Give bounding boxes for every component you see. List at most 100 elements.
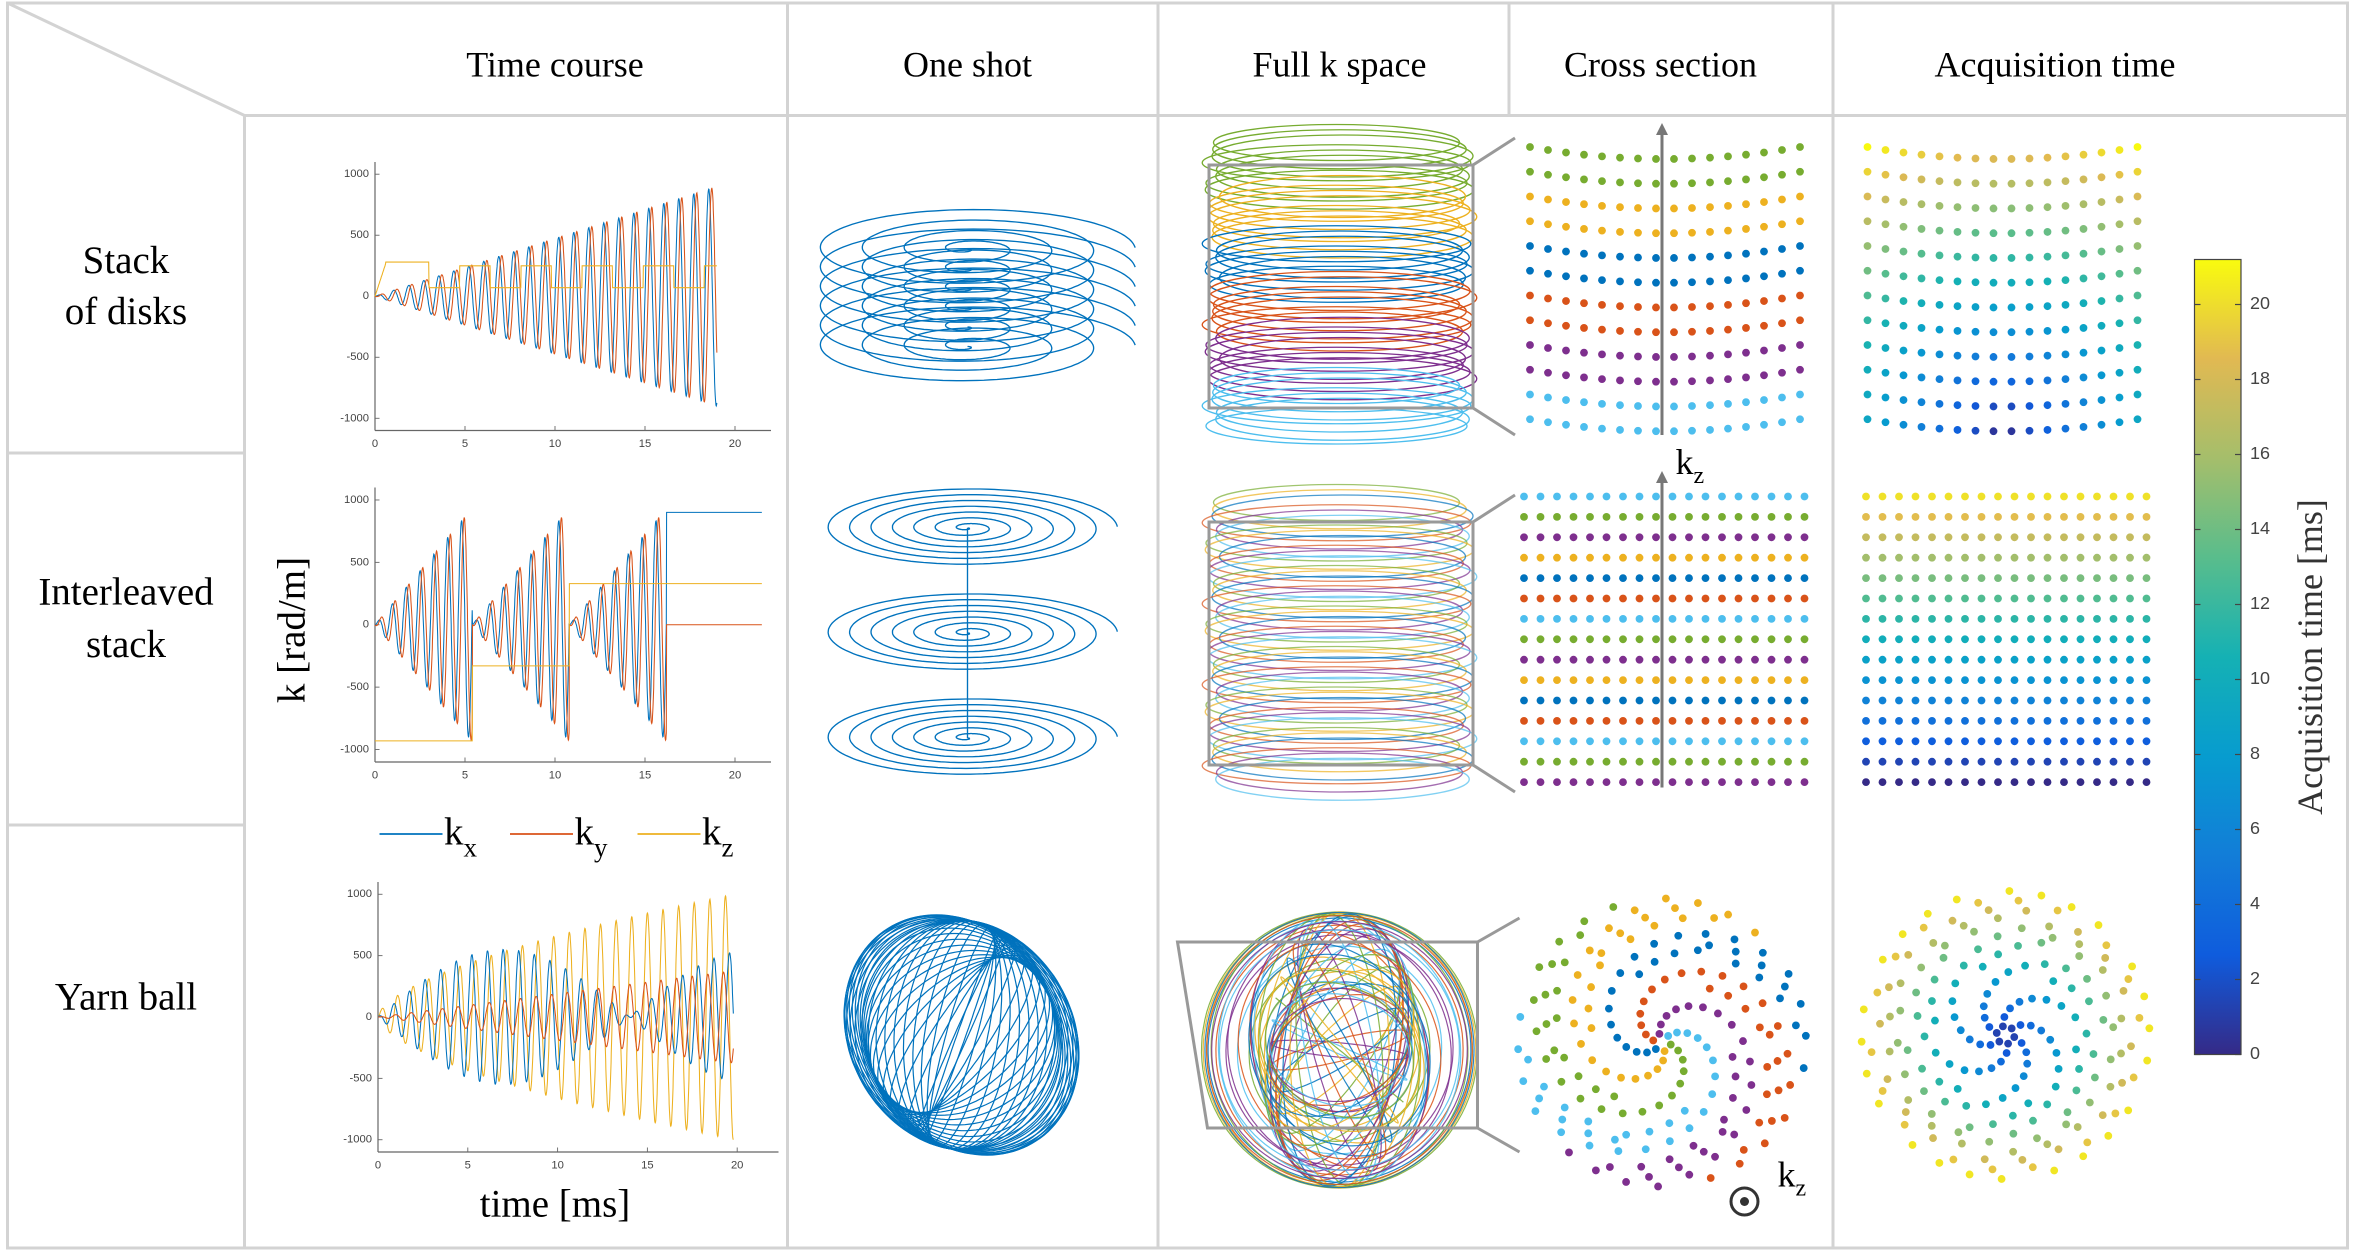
sample-dot <box>1783 1049 1792 1058</box>
y-tick-label: 500 <box>350 556 369 568</box>
sample-dot <box>1734 574 1743 583</box>
sample-dot <box>1917 249 1926 258</box>
sample-dot <box>1616 252 1624 261</box>
sample-dot <box>1994 716 2002 725</box>
sample-dot <box>2007 303 2016 312</box>
sample-dot <box>1536 594 1545 603</box>
sample-dot <box>1931 1048 1940 1057</box>
sample-dot <box>1580 423 1588 431</box>
sample-dot <box>1767 1117 1776 1125</box>
sample-dot <box>1961 553 1969 562</box>
sample-dot <box>1734 676 1743 684</box>
sample-dot <box>1878 716 1887 725</box>
sample-dot <box>1976 1040 1985 1049</box>
sample-dot <box>1544 418 1552 427</box>
sample-dot <box>1994 553 2002 562</box>
sample-dot <box>2027 513 2035 521</box>
sample-dot <box>1885 983 1893 992</box>
sample-dot <box>2027 676 2035 684</box>
sample-dot <box>1971 327 1980 336</box>
sample-dot <box>1668 594 1677 603</box>
sample-dot <box>1760 346 1768 355</box>
sample-dot <box>1685 615 1693 623</box>
sample-dot <box>1896 979 1905 988</box>
x-tick-label: 0 <box>372 438 378 450</box>
sample-dot <box>1634 327 1642 336</box>
sample-dot <box>1796 217 1804 226</box>
sample-dot <box>1668 676 1677 684</box>
sample-dot <box>1524 1055 1532 1064</box>
sample-dot <box>1895 757 1903 766</box>
legend-label: kx <box>444 810 477 862</box>
sample-dot <box>2027 778 2035 786</box>
sample-dot <box>1971 303 1980 311</box>
sample-dot <box>1685 635 1693 644</box>
sample-dot <box>1544 393 1552 402</box>
sample-dot <box>1760 173 1768 182</box>
sample-dot <box>1724 300 1732 309</box>
sample-dot <box>1911 676 1920 684</box>
legend-sub: z <box>721 832 733 862</box>
sample-dot <box>1635 574 1644 583</box>
sample-dot <box>1953 277 1962 286</box>
sample-dot <box>1778 319 1786 328</box>
sample-dot <box>1652 778 1660 786</box>
sample-dot <box>1701 574 1710 583</box>
sample-dot <box>2085 1098 2094 1107</box>
sample-dot <box>1929 1134 1937 1142</box>
sample-dot <box>2007 254 2016 262</box>
sample-dot <box>1619 716 1627 725</box>
sample-dot <box>1863 316 1872 325</box>
sample-dot <box>1927 1110 1936 1118</box>
sample-dot <box>1568 996 1577 1004</box>
sample-dot <box>2061 251 2070 260</box>
shot-yarn <box>843 916 1080 1154</box>
sample-dot <box>1553 574 1561 583</box>
sample-dot <box>1885 1047 1894 1056</box>
sample-dot <box>1602 676 1611 684</box>
sample-dot <box>1778 344 1786 352</box>
sample-dot <box>2025 426 2034 435</box>
sample-dot <box>2043 277 2052 286</box>
sample-dot <box>1536 513 1545 521</box>
sample-dot <box>1928 553 1936 562</box>
sample-dot <box>1616 929 1625 938</box>
sample-dot <box>2027 533 2035 542</box>
sample-dot <box>2061 300 2070 309</box>
sample-dot <box>1706 376 1714 385</box>
sample-dot <box>2043 492 2052 501</box>
sample-dot <box>2043 635 2052 644</box>
legend-label: kz <box>702 810 734 862</box>
sample-dot <box>1683 1029 1692 1038</box>
sample-dot <box>1685 594 1693 603</box>
sample-dot <box>1742 175 1750 184</box>
sample-dot <box>2142 696 2151 705</box>
sample-dot <box>1895 676 1903 684</box>
kspace-ellipse <box>1201 666 1472 704</box>
sample-dot <box>1536 716 1545 725</box>
sample-dot <box>1800 533 1809 542</box>
sample-dot <box>1724 991 1733 1000</box>
sample-dot <box>1917 274 1926 283</box>
sample-dot <box>1917 348 1926 357</box>
sample-dot <box>1637 1162 1646 1171</box>
sample-dot <box>1602 757 1611 766</box>
row-label: Interleaved <box>38 571 214 614</box>
sample-dot <box>1654 1182 1662 1191</box>
sample-dot <box>1670 204 1678 213</box>
sample-dot <box>1977 716 1986 725</box>
sample-dot <box>1961 696 1969 705</box>
sample-dot <box>1634 352 1642 361</box>
sample-dot <box>1863 415 1872 424</box>
sample-dot <box>2072 1045 2080 1054</box>
sample-dot <box>1863 266 1872 275</box>
sample-dot <box>1928 997 1936 1005</box>
zoom-box <box>1207 520 1475 767</box>
sample-dot <box>1742 1106 1751 1114</box>
sample-dot <box>1977 533 1986 542</box>
sample-dot <box>1672 1005 1680 1014</box>
kspace-yarn <box>1264 953 1415 1146</box>
sample-dot <box>1619 553 1627 562</box>
sample-dot <box>1742 373 1750 382</box>
sample-dot <box>1604 1004 1613 1013</box>
